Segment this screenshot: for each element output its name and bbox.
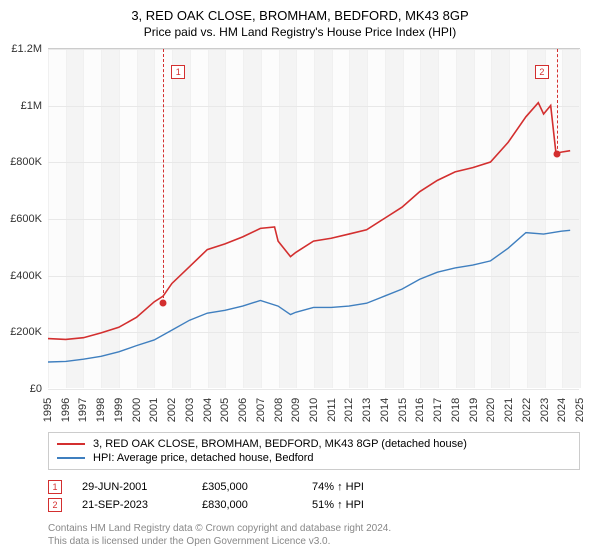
x-axis-label: 2017 <box>432 398 444 422</box>
y-axis-label: £1M <box>21 100 42 112</box>
series-line-1 <box>48 230 570 362</box>
series-line-0 <box>48 103 570 340</box>
marker-vline <box>163 49 164 303</box>
x-axis-label: 1996 <box>60 398 72 422</box>
marker-vline <box>557 49 558 154</box>
event-date: 21-SEP-2023 <box>82 499 182 511</box>
x-axis-label: 2009 <box>290 398 302 422</box>
chart-plot-area: 1995199619971998199920002001200220032004… <box>48 48 580 388</box>
chart-lines <box>48 49 579 388</box>
x-axis-label: 1998 <box>95 398 107 422</box>
legend-item-0: 3, RED OAK CLOSE, BROMHAM, BEDFORD, MK43… <box>57 437 571 451</box>
marker-dot <box>160 299 167 306</box>
x-axis-label: 1999 <box>113 398 125 422</box>
x-axis-label: 2008 <box>273 398 285 422</box>
legend-swatch-1 <box>57 457 85 459</box>
event-idx: 1 <box>48 480 62 494</box>
x-axis-label: 2007 <box>255 398 267 422</box>
x-axis-label: 2010 <box>308 398 320 422</box>
marker-box: 1 <box>171 65 185 79</box>
legend-label-1: HPI: Average price, detached house, Bedf… <box>93 452 314 464</box>
chart-title: 3, RED OAK CLOSE, BROMHAM, BEDFORD, MK43… <box>0 0 600 23</box>
x-axis-label: 2013 <box>361 398 373 422</box>
marker-dot <box>553 150 560 157</box>
x-axis-label: 2018 <box>450 398 462 422</box>
event-pct: 51% ↑ HPI <box>312 499 364 511</box>
x-axis-label: 1995 <box>42 398 54 422</box>
y-axis-label: £800K <box>10 156 42 168</box>
x-axis-label: 2025 <box>574 398 586 422</box>
event-row: 2 21-SEP-2023 £830,000 51% ↑ HPI <box>48 496 580 514</box>
x-axis-label: 2023 <box>539 398 551 422</box>
x-axis-label: 2004 <box>202 398 214 422</box>
y-axis-label: £600K <box>10 213 42 225</box>
x-axis-label: 2006 <box>237 398 249 422</box>
legend: 3, RED OAK CLOSE, BROMHAM, BEDFORD, MK43… <box>48 432 580 470</box>
x-axis-label: 2015 <box>397 398 409 422</box>
x-axis-label: 2000 <box>131 398 143 422</box>
x-axis-label: 2022 <box>521 398 533 422</box>
x-axis-label: 2011 <box>326 398 338 422</box>
legend-label-0: 3, RED OAK CLOSE, BROMHAM, BEDFORD, MK43… <box>93 438 467 450</box>
marker-box: 2 <box>535 65 549 79</box>
y-axis-label: £0 <box>30 383 42 395</box>
event-pct: 74% ↑ HPI <box>312 481 364 493</box>
events-table: 1 29-JUN-2001 £305,000 74% ↑ HPI 2 21-SE… <box>48 478 580 514</box>
footer-line-1: Contains HM Land Registry data © Crown c… <box>48 522 580 535</box>
x-axis-label: 2014 <box>379 398 391 422</box>
footer-line-2: This data is licensed under the Open Gov… <box>48 535 580 548</box>
x-axis-label: 2003 <box>184 398 196 422</box>
x-axis-label: 2002 <box>166 398 178 422</box>
event-date: 29-JUN-2001 <box>82 481 182 493</box>
x-axis-label: 2001 <box>148 398 160 422</box>
x-axis-label: 2020 <box>485 398 497 422</box>
event-price: £830,000 <box>202 499 292 511</box>
y-axis-label: £1.2M <box>11 43 42 55</box>
footer-attribution: Contains HM Land Registry data © Crown c… <box>48 522 580 548</box>
x-axis-label: 2019 <box>468 398 480 422</box>
x-axis-label: 2016 <box>414 398 426 422</box>
x-axis-label: 2021 <box>503 398 515 422</box>
y-axis-label: £200K <box>10 326 42 338</box>
event-idx: 2 <box>48 498 62 512</box>
x-axis-label: 2024 <box>556 398 568 422</box>
x-axis-label: 2005 <box>219 398 231 422</box>
event-row: 1 29-JUN-2001 £305,000 74% ↑ HPI <box>48 478 580 496</box>
legend-item-1: HPI: Average price, detached house, Bedf… <box>57 451 571 465</box>
x-axis-label: 1997 <box>77 398 89 422</box>
legend-swatch-0 <box>57 443 85 445</box>
event-price: £305,000 <box>202 481 292 493</box>
x-axis-label: 2012 <box>343 398 355 422</box>
y-axis-label: £400K <box>10 270 42 282</box>
chart-subtitle: Price paid vs. HM Land Registry's House … <box>0 23 600 39</box>
